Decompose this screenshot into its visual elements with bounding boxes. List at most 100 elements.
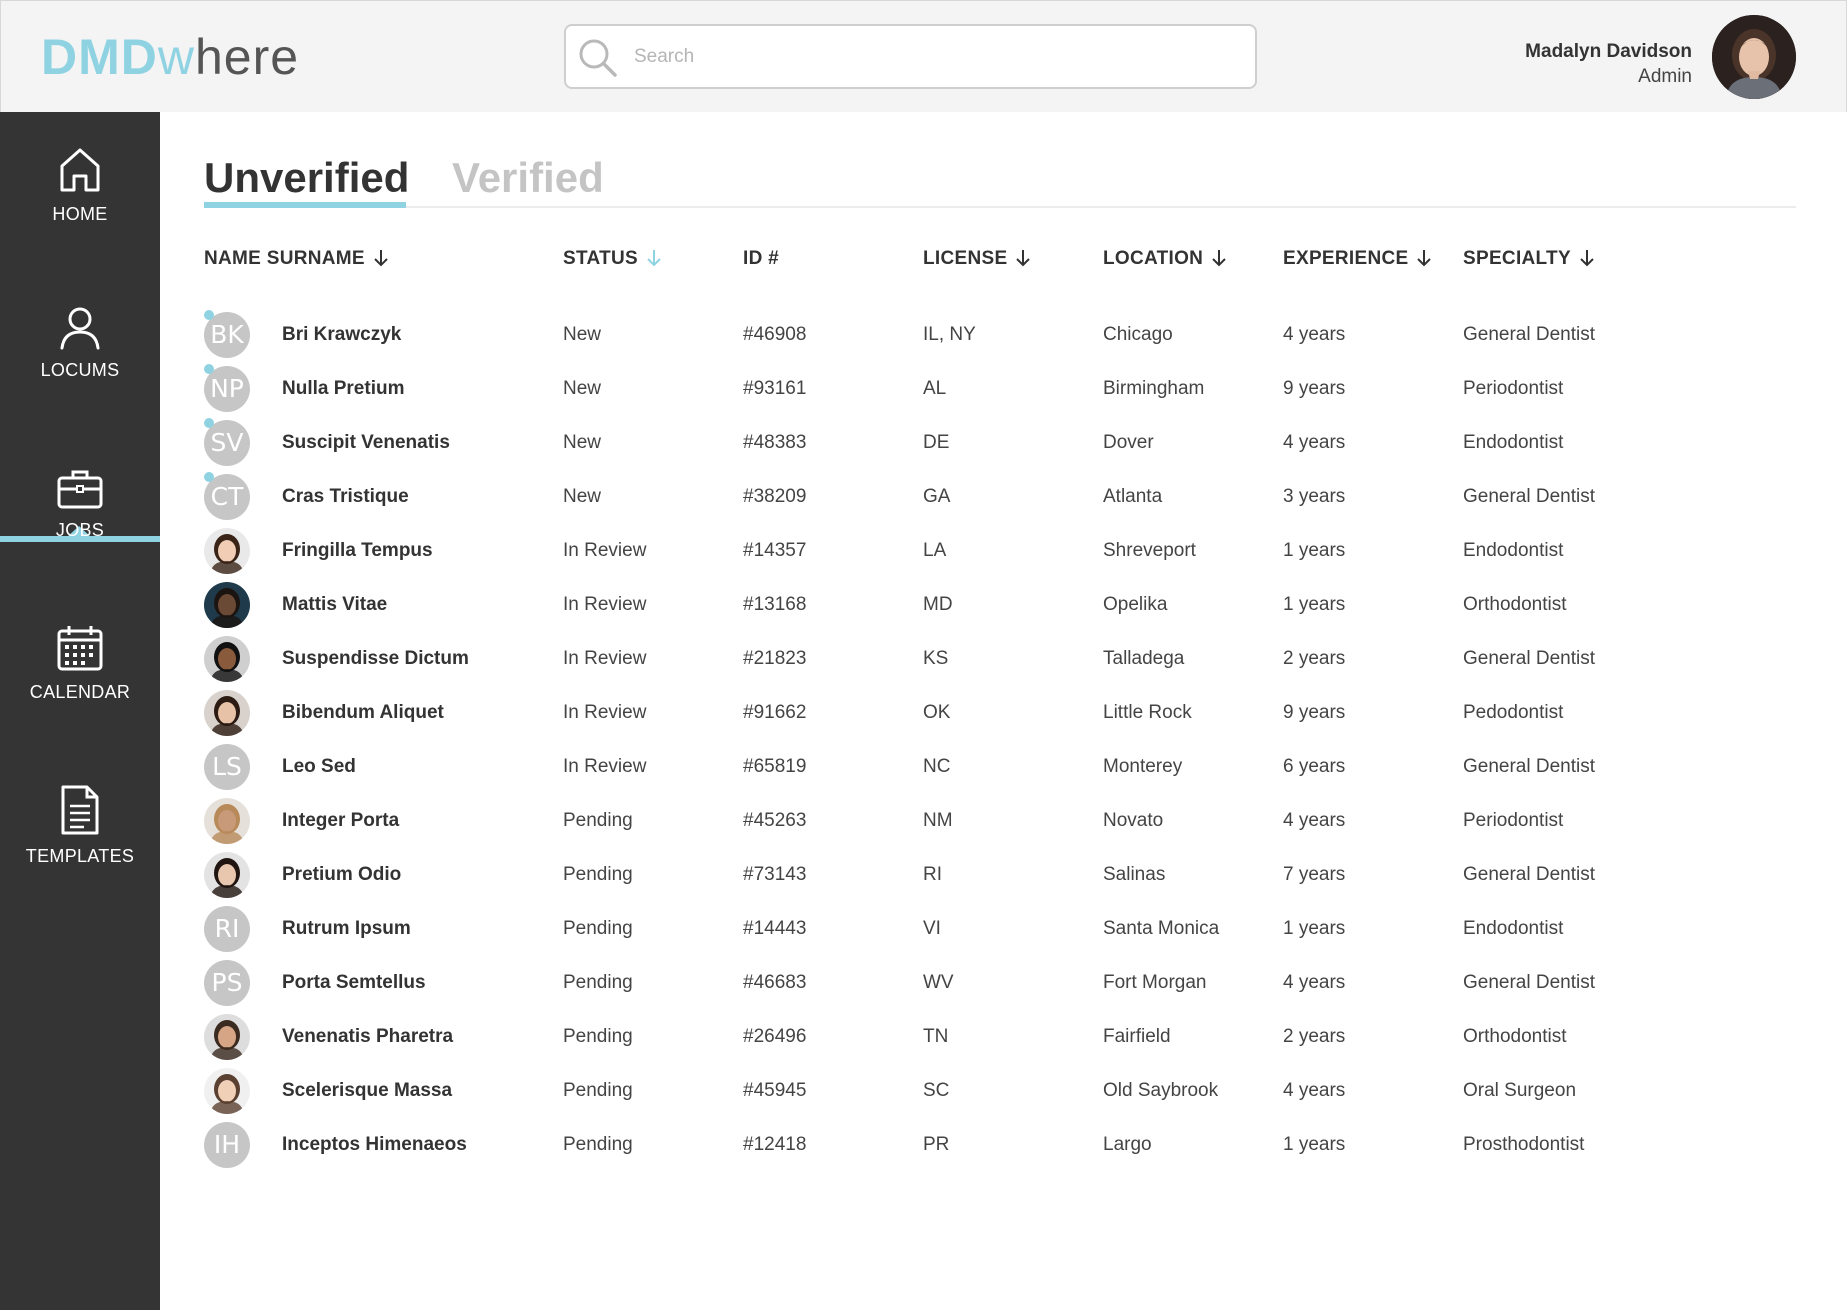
cell-name[interactable]: Integer Porta [282, 810, 400, 831]
cell-status: Pending [563, 810, 633, 831]
cell-specialty: General Dentist [1463, 972, 1596, 993]
table-row[interactable]: BK Bri Krawczyk New #46908 IL, NY Chicago 4 ye… [204, 308, 1796, 362]
cell-experience: 7 years [1283, 864, 1346, 885]
cell-location: Old Saybrook [1103, 1080, 1219, 1101]
table-row[interactable]: Mattis Vitae In Review #13168 MD Opelika 1 ye… [204, 578, 1796, 632]
table-row[interactable]: Venenatis Pharetra Pending #26496 TN Fairfie… [204, 1010, 1796, 1064]
cell-status: Pending [563, 1080, 633, 1101]
app-logo[interactable]: DMDwhere [41, 27, 299, 87]
cell-specialty: Orthodontist [1463, 1026, 1567, 1047]
cell-name[interactable]: Bri Krawczyk [282, 324, 402, 345]
sidebar-item-templates[interactable]: TEMPLATES [0, 784, 160, 867]
cell-id: #12418 [743, 1134, 807, 1155]
cell-name[interactable]: Pretium Odio [282, 864, 402, 885]
cell-experience: 4 years [1283, 1080, 1346, 1101]
table-row[interactable]: Pretium Odio Pending #73143 RI Salinas 7 year… [204, 848, 1796, 902]
cell-name[interactable]: Porta Semtellus [282, 972, 426, 993]
table-row[interactable]: SV Suscipit Venenatis New #48383 DE Dover 4 ye… [204, 416, 1796, 470]
column-header-name[interactable]: NAME SURNAME [204, 248, 389, 270]
column-header-license[interactable]: LICENSE [923, 248, 1031, 270]
cell-id: #21823 [743, 648, 807, 669]
cell-experience: 1 years [1283, 1134, 1346, 1155]
cell-specialty: General Dentist [1463, 486, 1596, 507]
table-row[interactable]: Scelerisque Massa Pending #45945 SC Old Sayb… [204, 1064, 1796, 1118]
table-row[interactable]: PS Porta Semtellus Pending #46683 WV Fort Mor… [204, 956, 1796, 1010]
cell-experience: 1 years [1283, 594, 1346, 615]
cell-name[interactable]: Scelerisque Massa [282, 1080, 453, 1101]
column-header-label: SPECIALTY [1463, 248, 1571, 269]
cell-name[interactable]: Nulla Pretium [282, 378, 405, 399]
avatar [204, 1068, 250, 1114]
cell-location: Santa Monica [1103, 918, 1220, 939]
user-avatar[interactable] [1712, 15, 1796, 99]
cell-experience: 4 years [1283, 432, 1346, 453]
column-header-id[interactable]: ID # [743, 248, 779, 270]
sidebar: HOME LOCUMS JOBS CAL [0, 112, 160, 1310]
cell-status: New [563, 432, 602, 453]
cell-location: Opelika [1103, 594, 1168, 615]
search-box[interactable] [564, 24, 1257, 89]
cell-license: OK [923, 702, 951, 723]
arrow-down-icon [1580, 250, 1594, 267]
tab-bar: Unverified Verified [204, 150, 1796, 208]
cell-specialty: Orthodontist [1463, 594, 1567, 615]
column-header-status[interactable]: STATUS [563, 248, 662, 270]
tab-unverified[interactable]: Unverified [204, 154, 410, 201]
cell-name[interactable]: Bibendum Aliquet [282, 702, 444, 723]
column-header-location[interactable]: LOCATION [1103, 248, 1227, 270]
cell-experience: 4 years [1283, 324, 1346, 345]
column-header-specialty[interactable]: SPECIALTY [1463, 248, 1595, 270]
cell-name[interactable]: Fringilla Tempus [282, 540, 433, 561]
cell-name[interactable]: Cras Tristique [282, 486, 409, 507]
arrow-down-icon [374, 250, 388, 267]
cell-name[interactable]: Mattis Vitae [282, 594, 388, 615]
avatar-photo [204, 636, 250, 682]
table-row[interactable]: NP Nulla Pretium New #93161 AL Birmingham 9 ye… [204, 362, 1796, 416]
avatar [204, 1014, 250, 1060]
table-row[interactable]: LS Leo Sed In Review #65819 NC Monterey 6 year… [204, 740, 1796, 794]
cell-license: WV [923, 972, 954, 993]
cell-license: IL, NY [923, 324, 976, 345]
table-row[interactable]: Suspendisse Dictum In Review #21823 KS Talla… [204, 632, 1796, 686]
cell-status: New [563, 378, 602, 399]
cell-id: #65819 [743, 756, 807, 777]
active-indicator-bar [0, 536, 160, 542]
avatar-photo [204, 690, 250, 736]
avatar-photo [204, 1068, 250, 1114]
arrow-down-icon [1016, 250, 1031, 267]
sidebar-item-locums[interactable]: LOCUMS [0, 306, 160, 381]
table-row[interactable]: CT Cras Tristique New #38209 GA Atlanta 3 year… [204, 470, 1796, 524]
avatar [204, 636, 250, 682]
cell-status: In Review [563, 756, 647, 777]
search-input[interactable] [634, 40, 1234, 74]
cell-license: TN [923, 1026, 949, 1047]
table-row[interactable]: Integer Porta Pending #45263 NM Novato 4 year… [204, 794, 1796, 848]
sidebar-item-calendar[interactable]: CALENDAR [0, 624, 160, 703]
cell-id: #38209 [743, 486, 807, 507]
cell-name[interactable]: Suscipit Venenatis [282, 432, 450, 453]
cell-specialty: Periodontist [1463, 810, 1564, 831]
cell-name[interactable]: Rutrum Ipsum [282, 918, 411, 939]
table-row[interactable]: RI Rutrum Ipsum Pending #14443 VI Santa Monic… [204, 902, 1796, 956]
cell-name[interactable]: Suspendisse Dictum [282, 648, 469, 669]
cell-name[interactable]: Leo Sed [282, 756, 356, 777]
table-row[interactable]: Fringilla Tempus In Review #14357 LA Shrevep… [204, 524, 1796, 578]
cell-id: #14443 [743, 918, 807, 939]
table-row[interactable]: Bibendum Aliquet In Review #91662 OK Little … [204, 686, 1796, 740]
cell-status: Pending [563, 972, 633, 993]
avatar: SV [204, 420, 250, 466]
cell-name[interactable]: Venenatis Pharetra [282, 1026, 454, 1047]
cell-specialty: General Dentist [1463, 324, 1596, 345]
table-row[interactable]: IH Inceptos Himenaeos Pending #12418 PR Largo… [204, 1118, 1796, 1172]
new-indicator-dot [204, 310, 214, 320]
column-header-experience[interactable]: EXPERIENCE [1283, 248, 1432, 270]
cell-id: #13168 [743, 594, 807, 615]
tab-verified[interactable]: Verified [452, 154, 604, 201]
column-header-label: EXPERIENCE [1283, 248, 1409, 269]
arrow-down-icon [1417, 250, 1432, 267]
cell-id: #91662 [743, 702, 807, 723]
sidebar-item-home[interactable]: HOME [0, 146, 160, 225]
cell-name[interactable]: Inceptos Himenaeos [282, 1134, 467, 1155]
sidebar-item-jobs[interactable]: JOBS [0, 468, 160, 541]
avatar [204, 582, 250, 628]
